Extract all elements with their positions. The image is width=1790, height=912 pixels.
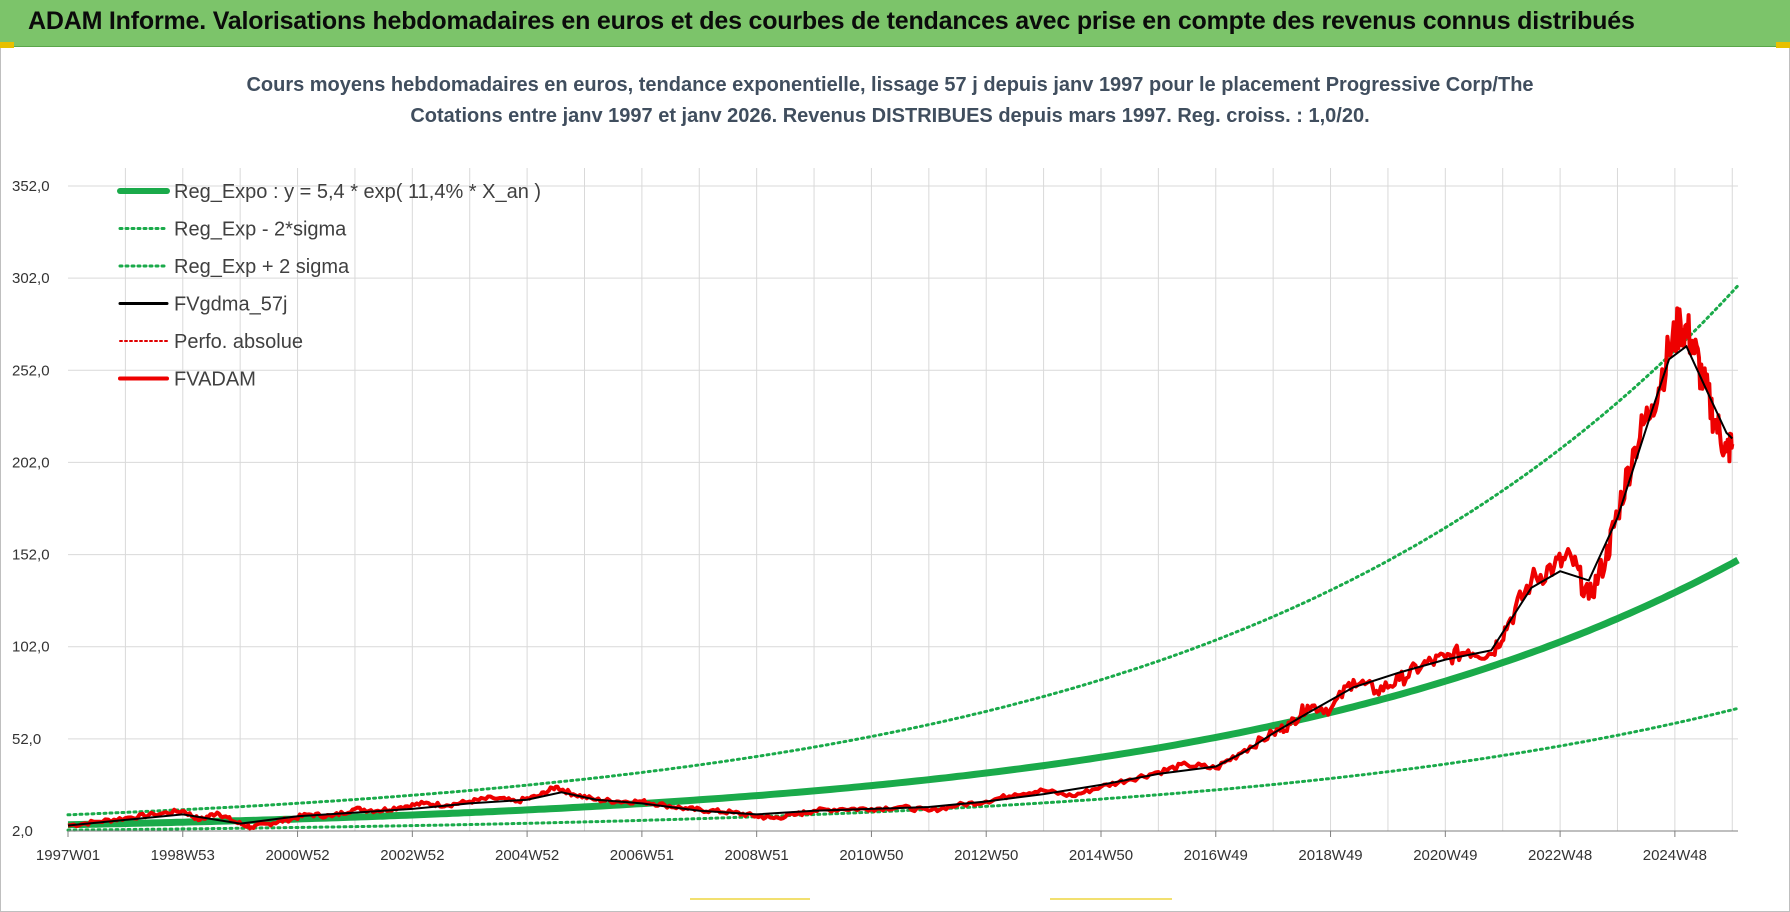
legend-label-fvgdma: FVgdma_57j [174, 294, 287, 316]
x-tick-label: 2010W50 [839, 847, 903, 864]
grid-lines [68, 168, 1738, 831]
series-reg-plus-2-sigma [66, 284, 1740, 817]
x-tick-label: 2020W49 [1413, 847, 1477, 864]
series-fvgdma-57j [67, 344, 1733, 827]
x-tick-label: 2002W52 [380, 847, 444, 864]
legend-label-fvadam: FVADAM [174, 369, 256, 391]
bottom-marker [1050, 898, 1172, 900]
x-tick-label: 2012W50 [954, 847, 1018, 864]
y-tick-label: 52,0 [12, 731, 41, 748]
y-tick-label: 2,0 [12, 823, 33, 840]
x-tick-label: 2014W50 [1069, 847, 1133, 864]
x-tick-label: 2008W51 [725, 847, 789, 864]
legend-label-reg_expo: Reg_Expo : y = 5,4 * exp( 11,4% * X_an ) [174, 181, 541, 203]
series-group [66, 284, 1740, 832]
x-tick-label: 1997W01 [36, 847, 100, 864]
corner-mark-right [1776, 42, 1790, 48]
bottom-marker [690, 898, 810, 900]
series-reg-minus-2-sigma [66, 706, 1740, 832]
x-tick-label: 1998W53 [151, 847, 215, 864]
axes: 2,0 52,0 102,0 152,0 202,0 252,0 302,0 352,0 199… [12, 178, 1738, 864]
y-tick-label: 202,0 [12, 454, 50, 471]
y-tick-label: 152,0 [12, 547, 50, 564]
chart: Cours moyens hebdomadaires en euros, ten… [12, 74, 1740, 864]
chart-title-line-2: Cotations entre janv 1997 et janv 2026. … [410, 105, 1369, 127]
legend-label-perfo: Perfo. absolue [174, 331, 303, 353]
x-tick-label: 2000W52 [265, 847, 329, 864]
page-title: ADAM Informe. Valorisations hebdomadaire… [28, 7, 1635, 35]
legend: Reg_Expo : y = 5,4 * exp( 11,4% * X_an )… [117, 181, 541, 391]
x-tick-label: 2006W51 [610, 847, 674, 864]
x-tick-label: 2018W49 [1298, 847, 1362, 864]
series-reg-expo [67, 557, 1740, 829]
series-fvadam [67, 306, 1735, 831]
x-tick-label: 2022W48 [1528, 847, 1592, 864]
y-tick-label: 302,0 [12, 270, 50, 287]
y-tick-label: 252,0 [12, 362, 50, 379]
x-tick-label: 2024W48 [1643, 847, 1707, 864]
header-banner: ADAM Informe. Valorisations hebdomadaire… [0, 0, 1790, 47]
legend-label-plus2: Reg_Exp + 2 sigma [174, 256, 350, 278]
chart-title-line-1: Cours moyens hebdomadaires en euros, ten… [246, 74, 1533, 96]
legend-label-minus2: Reg_Exp - 2*sigma [174, 219, 347, 241]
bottom-markers [0, 898, 1790, 901]
y-tick-label: 352,0 [12, 178, 50, 195]
x-tick-label: 2004W52 [495, 847, 559, 864]
x-tick-label: 2016W49 [1184, 847, 1248, 864]
y-tick-label: 102,0 [12, 639, 50, 656]
corner-mark-left [0, 42, 14, 48]
